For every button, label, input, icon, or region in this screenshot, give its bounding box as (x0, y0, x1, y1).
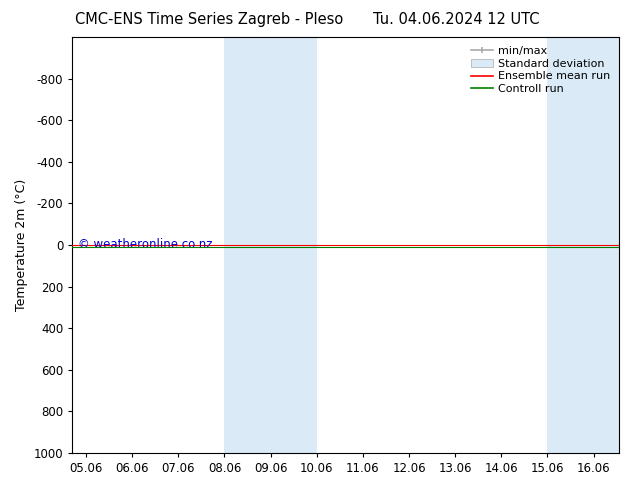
Bar (548, 37, 619, 453)
Bar (224, 37, 317, 453)
Text: CMC-ENS Time Series Zagreb - Pleso: CMC-ENS Time Series Zagreb - Pleso (75, 12, 344, 27)
Y-axis label: Temperature 2m (°C): Temperature 2m (°C) (15, 179, 28, 311)
Text: Tu. 04.06.2024 12 UTC: Tu. 04.06.2024 12 UTC (373, 12, 540, 27)
Text: © weatheronline.co.nz: © weatheronline.co.nz (78, 238, 212, 251)
Legend: min/max, Standard deviation, Ensemble mean run, Controll run: min/max, Standard deviation, Ensemble me… (468, 43, 614, 98)
